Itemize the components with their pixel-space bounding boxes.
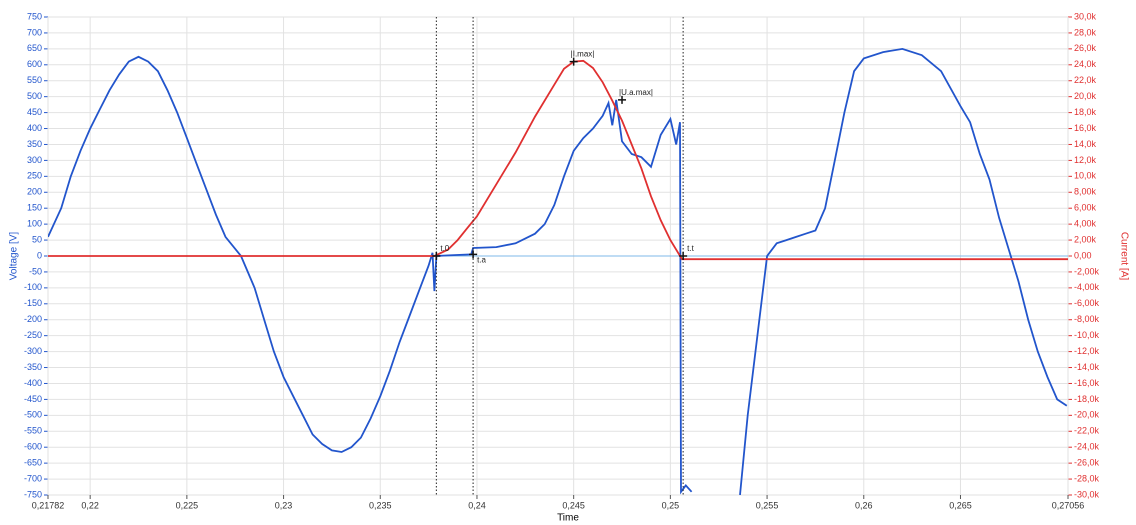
y2-tick-label: -28,0k [1074,473,1100,483]
y2-tick-label: 4,00k [1074,219,1097,229]
y-tick-label: -600 [24,442,42,452]
y-tick-label: -350 [24,362,42,372]
y2-tick-label: -14,0k [1074,362,1100,372]
x-axis-label: Time [557,513,579,524]
y-tick-label: 700 [27,27,42,37]
x-tick-label: 0,26 [855,500,873,510]
y2-tick-label: -18,0k [1074,394,1100,404]
y-tick-label: 400 [27,123,42,133]
y-tick-label: 150 [27,203,42,213]
y2-tick-label: 10,0k [1074,171,1097,181]
y-tick-label: 450 [27,107,42,117]
y2-tick-label: 6,00k [1074,203,1097,213]
y-tick-label: 250 [27,171,42,181]
y-tick-label: -300 [24,346,42,356]
y-tick-label: -250 [24,330,42,340]
marker-point [618,95,627,104]
series-line [48,59,1068,261]
y2-tick-label: 2,00k [1074,234,1097,244]
y2-tick-label: -4,00k [1074,282,1100,292]
y2-tick-label: 22,0k [1074,75,1097,85]
x-tick-label: 0,23 [275,500,293,510]
y-tick-label: 200 [27,187,42,197]
y2-tick-label: -12,0k [1074,346,1100,356]
marker-label: t.t [687,244,694,253]
x-tick-label: 0,25 [662,500,680,510]
y2-tick-label: -10,0k [1074,330,1100,340]
x-tick-label: 0,22 [81,500,99,510]
y-tick-label: 650 [27,43,42,53]
y-tick-label: 350 [27,139,42,149]
y-tick-label: -150 [24,298,42,308]
y-tick-label: 50 [32,234,42,244]
y-axis-label: Voltage [V] [9,232,20,281]
y2-tick-label: 24,0k [1074,59,1097,69]
y2-tick-label: 16,0k [1074,123,1097,133]
y-tick-label: 0 [37,250,42,260]
x-tick-label: 0,265 [949,500,972,510]
y-tick-label: -750 [24,489,42,499]
marker-point [679,252,688,260]
y2-tick-label: -16,0k [1074,378,1100,388]
y-tick-label: 600 [27,59,42,69]
y2-tick-label: 26,0k [1074,43,1097,53]
y2-tick-label: -6,00k [1074,298,1100,308]
x-tick-label: 0,225 [176,500,199,510]
y-tick-label: -550 [24,426,42,436]
y2-tick-label: -2,00k [1074,266,1100,276]
marker-label: t.a [477,256,486,265]
y2-tick-label: -30,0k [1074,489,1100,499]
marker-point [569,57,578,66]
marker-point [469,250,478,259]
y-tick-label: 550 [27,75,42,85]
y2-tick-label: -24,0k [1074,442,1100,452]
y2-tick-label: 28,0k [1074,27,1097,37]
y-tick-label: 100 [27,219,42,229]
y2-tick-label: 12,0k [1074,155,1097,165]
y2-tick-label: -26,0k [1074,458,1100,468]
y-tick-label: -200 [24,314,42,324]
y-tick-label: -700 [24,473,42,483]
marker-point [432,252,441,260]
y-tick-label: -50 [29,266,42,276]
y2-tick-label: -20,0k [1074,410,1100,420]
y2-tick-label: 20,0k [1074,91,1097,101]
y-tick-label: -100 [24,282,42,292]
y2-tick-label: 30,0k [1074,11,1097,21]
y2-tick-label: 0,00 [1074,250,1092,260]
y2-tick-label: 8,00k [1074,187,1097,197]
y-tick-label: 300 [27,155,42,165]
x-tick-label: 0,27056 [1052,500,1085,510]
marker-label: t.0 [440,244,449,253]
y2-axis-label: Current [A] [1118,232,1129,281]
marker-label: |I.max| [571,50,595,59]
marker-label: |U.a.max| [619,88,653,97]
x-tick-label: 0,235 [369,500,392,510]
y-tick-label: -450 [24,394,42,404]
y2-tick-label: 14,0k [1074,139,1097,149]
x-tick-label: 0,255 [756,500,779,510]
y-tick-label: -400 [24,378,42,388]
x-tick-label: 0,245 [562,500,585,510]
y-tick-label: -500 [24,410,42,420]
y-tick-label: -650 [24,458,42,468]
y2-tick-label: -22,0k [1074,426,1100,436]
series-line [48,47,1068,495]
x-tick-label: 0,24 [468,500,486,510]
x-tick-label: 0,21782 [32,500,65,510]
y2-tick-label: -8,00k [1074,314,1100,324]
y-tick-label: 750 [27,11,42,21]
y-tick-label: 500 [27,91,42,101]
y2-tick-label: 18,0k [1074,107,1097,117]
